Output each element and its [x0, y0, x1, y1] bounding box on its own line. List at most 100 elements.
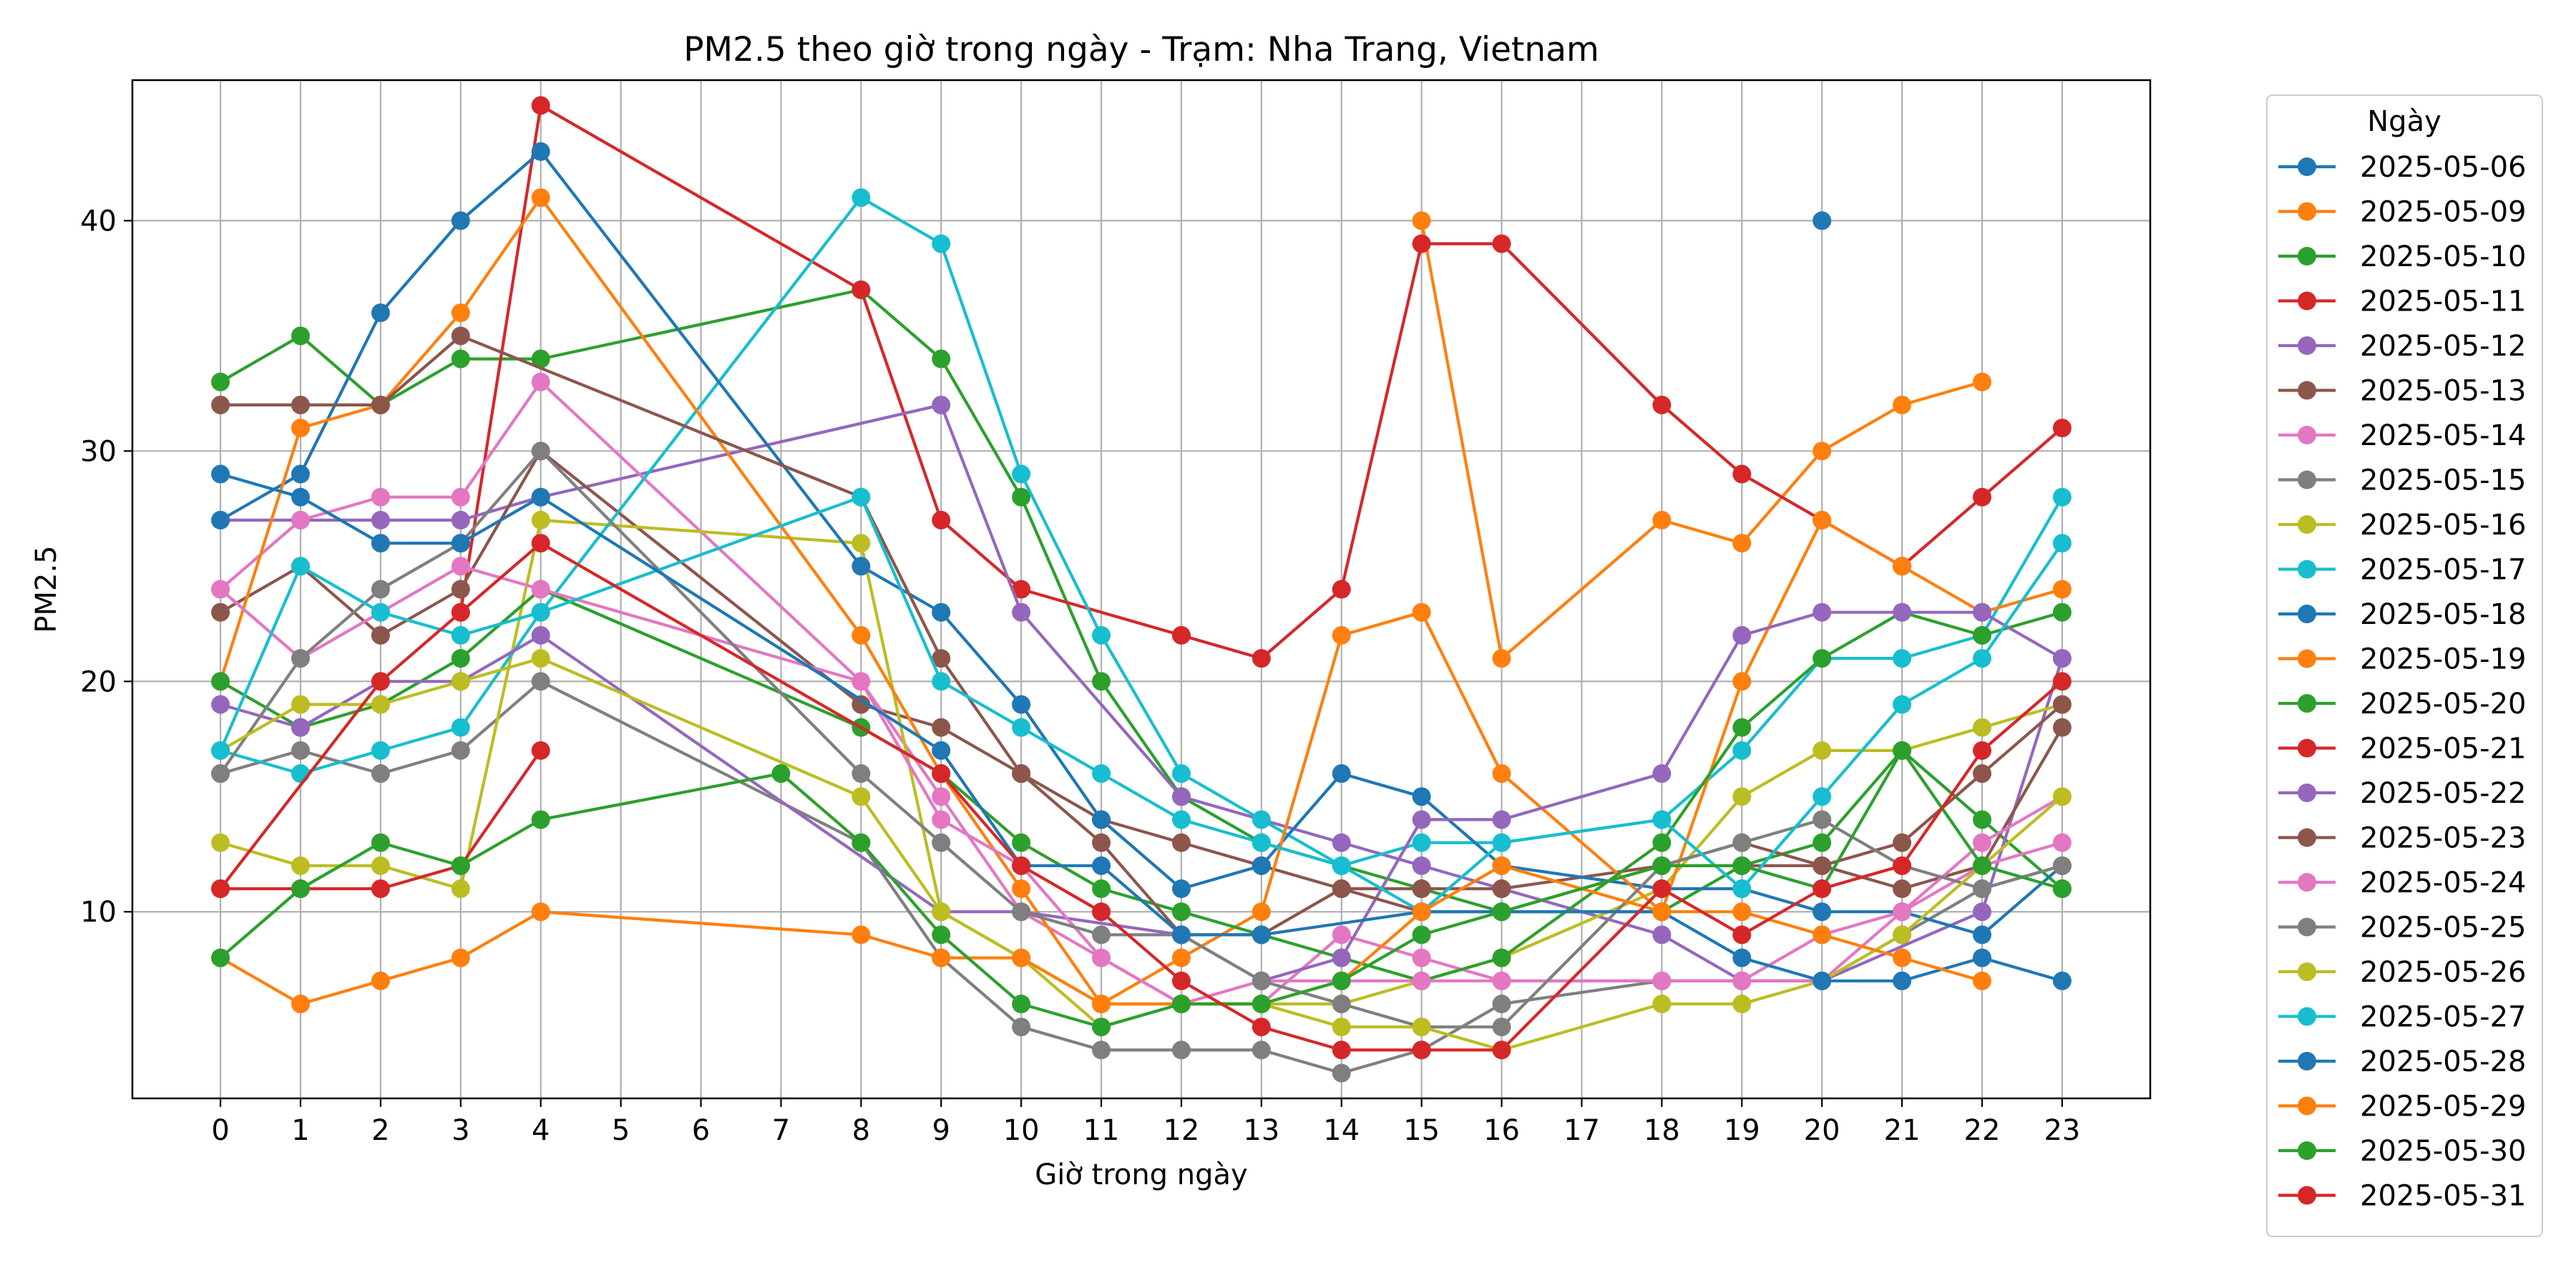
legend-label: 2025-05-12: [2360, 330, 2526, 363]
series-line: [218, 542, 2064, 1052]
data-point: [1252, 833, 1271, 852]
data-point: [1652, 810, 1672, 829]
data-point: [291, 464, 310, 484]
legend-swatch-marker: [2298, 1186, 2316, 1205]
legend: Ngày 2025-05-06 2025-05-09 2025-05-10 2025-…: [2266, 94, 2543, 1237]
data-point: [1973, 602, 1991, 622]
data-point: [531, 487, 550, 507]
data-point: [1813, 441, 1832, 461]
x-tick-label: 11: [1083, 1114, 1120, 1147]
data-point: [852, 925, 871, 945]
legend-swatch-marker: [2298, 1141, 2316, 1160]
data-point: [531, 349, 550, 369]
legend-item: 2025-05-21: [2278, 733, 2526, 766]
data-point: [451, 557, 470, 576]
legend-label: 2025-05-19: [2360, 643, 2526, 676]
x-tick-label: 1: [291, 1114, 309, 1147]
data-point: [371, 625, 390, 645]
data-point: [1732, 971, 1752, 990]
data-point: [1732, 856, 1752, 875]
x-tick-label: 15: [1403, 1114, 1440, 1147]
data-point: [531, 510, 550, 530]
data-point: [1813, 787, 1832, 806]
data-point: [1092, 1040, 1111, 1060]
y-tick-label: 40: [80, 205, 117, 238]
data-point: [1092, 810, 1111, 829]
legend-swatch-marker: [2298, 1096, 2316, 1116]
data-point: [451, 948, 470, 967]
data-point: [932, 510, 951, 530]
data-point: [932, 718, 951, 737]
legend-swatch-marker: [2298, 873, 2316, 892]
x-tick-label: 22: [1964, 1114, 2001, 1147]
series-line: [218, 288, 2064, 914]
data-point: [1171, 787, 1191, 806]
data-point: [1012, 833, 1031, 852]
legend-item: 2025-05-06: [2278, 151, 2526, 184]
legend-item: 2025-05-15: [2278, 464, 2526, 497]
data-point: [852, 557, 871, 576]
data-point: [1893, 395, 1912, 414]
data-point: [1332, 925, 1351, 945]
data-point: [371, 764, 390, 784]
data-point: [211, 833, 230, 852]
data-point: [1092, 995, 1111, 1014]
data-point: [1252, 1018, 1271, 1037]
data-point: [771, 764, 791, 784]
x-tick-label: 12: [1163, 1114, 1199, 1147]
data-point: [211, 948, 230, 967]
legend-item: 2025-05-10: [2278, 240, 2526, 273]
data-point: [371, 580, 390, 599]
data-point: [371, 534, 390, 553]
data-point: [1973, 879, 1991, 899]
series-line: [218, 150, 2064, 937]
legend-swatch-marker: [2298, 738, 2316, 758]
data-point: [1973, 372, 1991, 391]
data-point: [291, 649, 310, 668]
data-point: [1012, 580, 1031, 599]
x-tick-label: 6: [692, 1114, 710, 1147]
data-point: [1412, 810, 1431, 829]
legend-label: 2025-05-28: [2360, 1045, 2526, 1078]
legend-box: [2266, 94, 2543, 1237]
data-point: [451, 741, 470, 760]
data-point: [1492, 1018, 1511, 1037]
data-point: [932, 649, 951, 668]
x-tick-label: 20: [1804, 1114, 1840, 1147]
data-point: [1171, 1040, 1191, 1060]
data-point: [371, 833, 390, 852]
x-tick-label: 18: [1644, 1114, 1680, 1147]
legend-label: 2025-05-20: [2360, 688, 2526, 721]
data-point: [1973, 741, 1991, 760]
data-point: [1813, 649, 1832, 668]
data-point: [1092, 856, 1111, 875]
data-point: [291, 326, 310, 346]
x-tick-label: 19: [1724, 1114, 1760, 1147]
data-point: [1492, 764, 1511, 784]
data-point: [1893, 948, 1912, 967]
data-point: [1732, 948, 1752, 967]
data-point: [211, 741, 230, 760]
data-point: [852, 695, 871, 714]
data-point: [1492, 995, 1511, 1014]
data-point: [1012, 995, 1031, 1014]
data-point: [451, 580, 470, 599]
data-point: [1893, 856, 1912, 875]
data-point: [291, 741, 310, 760]
legend-item: 2025-05-18: [2278, 598, 2526, 631]
data-point: [1092, 902, 1111, 922]
data-point: [1893, 925, 1912, 945]
data-point: [1412, 211, 1431, 230]
legend-label: 2025-05-26: [2360, 956, 2526, 989]
data-point: [1332, 856, 1351, 875]
data-point: [1973, 856, 1991, 875]
data-point: [852, 280, 871, 299]
data-point: [852, 764, 871, 784]
data-point: [1893, 557, 1912, 576]
data-point: [1332, 1063, 1351, 1083]
data-point: [1332, 1018, 1351, 1037]
data-point: [1813, 879, 1832, 899]
legend-item: 2025-05-11: [2278, 286, 2526, 318]
data-point: [291, 557, 310, 576]
plot-area: [131, 79, 2152, 1100]
